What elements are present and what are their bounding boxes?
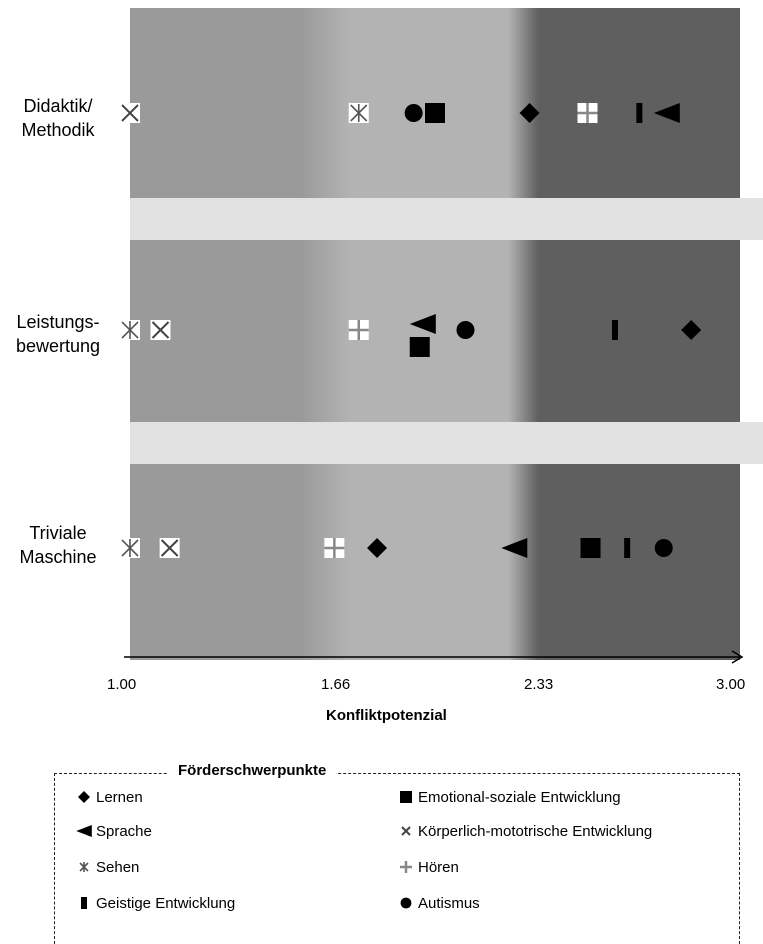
legend-item: Emotional-soziale Entwicklung	[398, 787, 621, 807]
point-square-leistung	[409, 337, 430, 357]
legend-label: Sehen	[96, 858, 140, 876]
point-circle-leistung	[456, 321, 475, 339]
legend-label: Körperlich-mototrische Entwicklung	[418, 822, 653, 840]
point-square-didaktik	[425, 103, 445, 123]
point-circle-didaktik	[404, 104, 423, 122]
point-bar-didaktik	[636, 103, 643, 123]
legend-item: Lernen	[76, 787, 143, 807]
row-label-line: Triviale	[29, 523, 87, 543]
point-x-box-didaktik	[120, 103, 140, 123]
legend-box	[54, 773, 740, 944]
background-bands	[130, 8, 763, 660]
legend-asterisk-icon	[78, 861, 90, 873]
row-label-triviale: Triviale Maschine	[2, 521, 114, 569]
point-x-box-leistung	[150, 320, 171, 340]
row-separator	[130, 422, 763, 464]
row-label-line: Leistungs-	[16, 312, 100, 332]
point-circle-triviale	[654, 539, 673, 557]
row-label-didaktik: Didaktik/ Methodik	[2, 94, 114, 142]
data-marks	[120, 103, 702, 558]
legend-item: Hören	[398, 857, 459, 877]
point-plus-box-triviale	[324, 538, 345, 558]
legend-square-icon	[400, 791, 412, 803]
x-axis-arrow	[731, 650, 744, 664]
legend-bar-icon	[81, 897, 87, 909]
row-separator	[130, 198, 763, 240]
point-x-box-triviale	[159, 538, 180, 558]
row-label-line: bewertung	[15, 336, 101, 356]
point-bar-triviale	[624, 538, 631, 558]
point-bar-leistung	[611, 320, 618, 340]
legend-label: Emotional-soziale Entwicklung	[418, 788, 621, 806]
legend-triangle-left-icon	[76, 825, 92, 837]
row-label-leistung: Leistungs- bewertung	[2, 310, 114, 358]
point-plus-box-leistung	[348, 320, 369, 340]
point-square-triviale	[580, 538, 601, 558]
legend-diamond-icon	[78, 791, 90, 803]
legend-plus-box-icon	[400, 861, 412, 873]
legend-label: Autismus	[418, 894, 480, 912]
legend-item: Autismus	[398, 893, 480, 913]
legend-title: Förderschwerpunkte	[168, 762, 337, 779]
legend-label: Sprache	[96, 822, 152, 840]
point-diamond-leistung	[681, 320, 702, 340]
legend-circle-icon	[400, 897, 412, 909]
x-tick-label: 3.00	[716, 676, 746, 693]
point-plus-box-didaktik	[577, 103, 598, 123]
x-axis-title: Konfliktpotenzial	[326, 707, 447, 724]
legend-label: Hören	[418, 858, 459, 876]
point-triangle-left-triviale	[501, 538, 528, 558]
legend-item: Sehen	[76, 857, 139, 877]
point-diamond-triviale	[367, 538, 388, 558]
point-asterisk-triviale	[120, 538, 140, 558]
x-tick-label: 1.00	[107, 676, 137, 693]
point-diamond-didaktik	[519, 103, 540, 123]
legend-label: Geistige Entwicklung	[96, 894, 236, 912]
legend-x-box-icon	[400, 825, 412, 837]
point-asterisk-leistung	[120, 320, 140, 340]
scatter-chart	[120, 8, 763, 664]
row-label-line: Didaktik/	[23, 96, 93, 116]
row-label-line: Methodik	[21, 120, 95, 140]
row-label-line: Maschine	[19, 547, 97, 567]
point-asterisk-didaktik	[348, 103, 369, 123]
point-triangle-left-didaktik	[653, 103, 680, 123]
x-tick-label: 1.66	[321, 676, 351, 693]
legend-item: Körperlich-mototrische Entwicklung	[398, 821, 652, 841]
legend-item: Geistige Entwicklung	[76, 893, 235, 913]
point-triangle-left-leistung	[409, 314, 436, 334]
x-axis	[124, 650, 744, 664]
legend-item: Sprache	[76, 821, 152, 841]
x-tick-label: 2.33	[524, 676, 554, 693]
legend-label: Lernen	[96, 788, 143, 806]
